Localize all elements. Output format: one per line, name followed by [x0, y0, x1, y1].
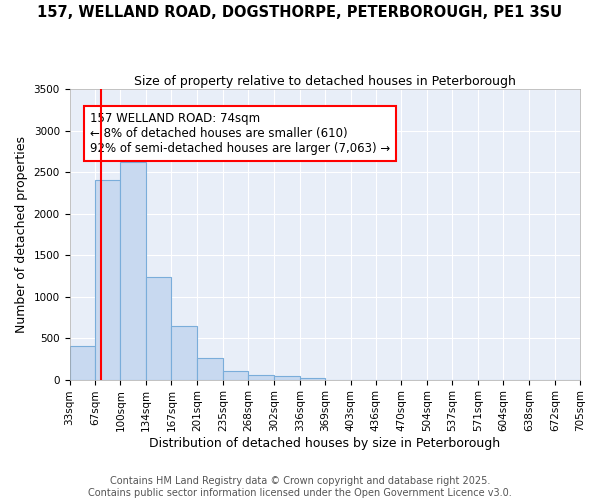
Bar: [299, 378, 325, 380]
Title: Size of property relative to detached houses in Peterborough: Size of property relative to detached ho…: [134, 75, 516, 88]
X-axis label: Distribution of detached houses by size in Peterborough: Distribution of detached houses by size …: [149, 437, 500, 450]
Text: 157 WELLAND ROAD: 74sqm
← 8% of detached houses are smaller (610)
92% of semi-de: 157 WELLAND ROAD: 74sqm ← 8% of detached…: [90, 112, 390, 156]
Y-axis label: Number of detached properties: Number of detached properties: [15, 136, 28, 333]
Bar: [121, 162, 146, 380]
Bar: [146, 276, 172, 380]
Bar: [223, 372, 248, 380]
Bar: [172, 326, 197, 380]
Bar: [274, 376, 299, 380]
Text: 157, WELLAND ROAD, DOGSTHORPE, PETERBOROUGH, PE1 3SU: 157, WELLAND ROAD, DOGSTHORPE, PETERBORO…: [37, 5, 563, 20]
Bar: [70, 346, 95, 380]
Bar: [248, 375, 274, 380]
Bar: [95, 180, 121, 380]
Text: Contains HM Land Registry data © Crown copyright and database right 2025.
Contai: Contains HM Land Registry data © Crown c…: [88, 476, 512, 498]
Bar: [197, 358, 223, 380]
